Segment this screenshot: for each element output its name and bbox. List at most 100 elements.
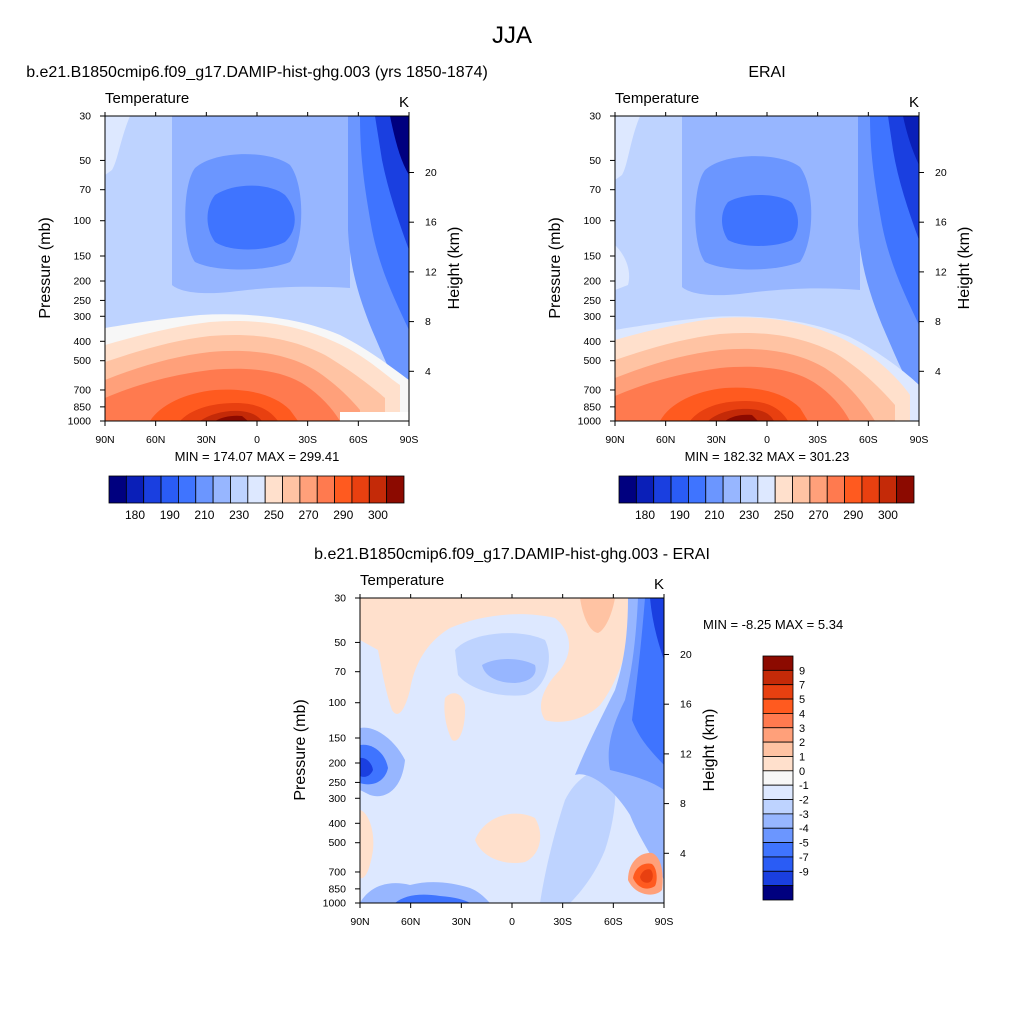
colorbar-label: 190	[160, 508, 180, 522]
colorbar-swatch	[762, 842, 794, 858]
x-tick-label: 30S	[298, 434, 317, 446]
colorbar-label: 300	[368, 508, 388, 522]
colorbar-swatch	[826, 475, 845, 504]
y-tick-label: 250	[583, 295, 601, 307]
contour-light-strip	[615, 116, 640, 180]
y-tick-label: 1000	[68, 416, 92, 428]
contour-pos-lower-mid	[475, 813, 541, 864]
y-tick-label: 300	[328, 793, 346, 805]
panel-diff-units: K	[654, 576, 664, 593]
y-tick-label: 30	[589, 111, 601, 123]
panel-erai-ylabel-right: Height (km)	[956, 227, 973, 310]
colorbar-label: 9	[799, 665, 805, 677]
colorbar-label: 4	[799, 708, 805, 720]
contour-pos-upper-2	[580, 598, 615, 633]
colorbar-swatch	[762, 813, 794, 829]
panel-erai-ylabel: Pressure (mb)	[547, 217, 564, 318]
y-tick-label: 70	[589, 184, 601, 196]
colorbar-label: 7	[799, 680, 805, 692]
colorbar-swatch	[762, 827, 794, 843]
colorbar-swatch	[334, 475, 353, 504]
y-tick-label: 700	[328, 866, 346, 878]
x-tick-label: 0	[509, 916, 515, 928]
colorbar-swatch	[762, 684, 794, 700]
panel-model-contours	[105, 116, 409, 421]
y-tick-label: 100	[328, 697, 346, 709]
contour-pos-polar-low-3	[640, 869, 653, 883]
y-tick-label: 250	[328, 777, 346, 789]
colorbar-label: 0	[799, 766, 805, 778]
panel-diff-contours	[360, 598, 664, 903]
panel-model-variable: Temperature	[105, 90, 189, 107]
colorbar-swatch	[762, 655, 794, 671]
contour-pos-lower-left	[360, 810, 374, 879]
colorbar-swatch	[762, 885, 794, 901]
colorbar-label: 290	[333, 508, 353, 522]
y-tick-label: 700	[583, 384, 601, 396]
panel-model-ylabel: Pressure (mb)	[37, 217, 54, 318]
colorbar-label: 210	[194, 508, 214, 522]
colorbar-label: 250	[264, 508, 284, 522]
x-tick-label: 60S	[859, 434, 878, 446]
y-tick-label: 100	[73, 215, 91, 227]
panel-diff-ylabel: Pressure (mb)	[292, 699, 309, 800]
y-tick-label: 100	[583, 215, 601, 227]
contour-neg-bottom	[360, 882, 490, 903]
colorbar-swatch	[762, 698, 794, 714]
colorbar-swatch	[316, 475, 335, 504]
x-tick-label: 90N	[605, 434, 624, 446]
colorbar-swatch	[247, 475, 266, 504]
panel-model-ylabel-right: Height (km)	[446, 227, 463, 310]
contour-red-8	[708, 408, 774, 421]
panel-erai-title: ERAI	[748, 64, 785, 81]
colorbar-label: 300	[878, 508, 898, 522]
x-tick-label: 60N	[656, 434, 675, 446]
contour-core-blue	[722, 194, 798, 246]
x-tick-label: 60N	[401, 916, 420, 928]
colorbar-label: -7	[799, 852, 809, 864]
colorbar-label: 230	[739, 508, 759, 522]
colorbar-swatch	[762, 870, 794, 887]
colorbar-swatch	[282, 475, 301, 504]
colorbar-swatch	[195, 475, 214, 504]
colorbar-swatch	[722, 475, 741, 504]
x-tick-label: 60S	[604, 916, 623, 928]
x-tick-label: 90S	[655, 916, 674, 928]
x-tick-label: 90N	[95, 434, 114, 446]
colorbar-label: 290	[843, 508, 863, 522]
y-tick-label: 50	[334, 637, 346, 649]
colorbar-swatch	[792, 475, 811, 504]
colorbar-label: 270	[299, 508, 319, 522]
contour-red-9	[725, 414, 758, 421]
colorbar-label: -9	[799, 866, 809, 878]
x-tick-label: 30N	[452, 916, 471, 928]
panel-diff-ylabel-right: Height (km)	[701, 709, 718, 792]
panel-erai-units: K	[909, 94, 919, 111]
y-tick-label-right: 16	[425, 217, 437, 229]
x-tick-label: 90S	[910, 434, 929, 446]
colorbar-swatch	[896, 475, 915, 504]
y-tick-label-right: 8	[680, 798, 686, 810]
panel-erai-contours	[615, 116, 919, 421]
colorbar-swatch	[212, 475, 231, 504]
colorbar-swatch	[844, 475, 863, 504]
y-tick-label: 300	[583, 311, 601, 323]
y-tick-label: 400	[73, 336, 91, 348]
colorbar-swatch	[386, 475, 405, 504]
colorbar-label: 210	[704, 508, 724, 522]
colorbar-label: 270	[809, 508, 829, 522]
contour-neg-polar-4	[650, 598, 664, 660]
colorbar-swatch	[878, 475, 898, 504]
contour-red-9	[215, 415, 248, 421]
panel-erai-variable: Temperature	[615, 90, 699, 107]
panel-diff-colorbar: 9 7 5 4 3 2 1 0 -1 -2 -3 -4 -5 -7 -9	[762, 655, 809, 901]
contour-neg-bottom-2	[395, 894, 470, 903]
colorbar-swatch	[299, 475, 318, 504]
y-tick-label: 200	[73, 276, 91, 288]
colorbar-swatch	[774, 475, 793, 504]
panel-model: b.e21.B1850cmip6.f09_g17.DAMIP-hist-ghg.…	[26, 64, 488, 522]
colorbar-swatch	[264, 475, 283, 504]
y-tick-label-right: 4	[680, 848, 686, 860]
contour-polar-blue-4	[390, 116, 409, 175]
